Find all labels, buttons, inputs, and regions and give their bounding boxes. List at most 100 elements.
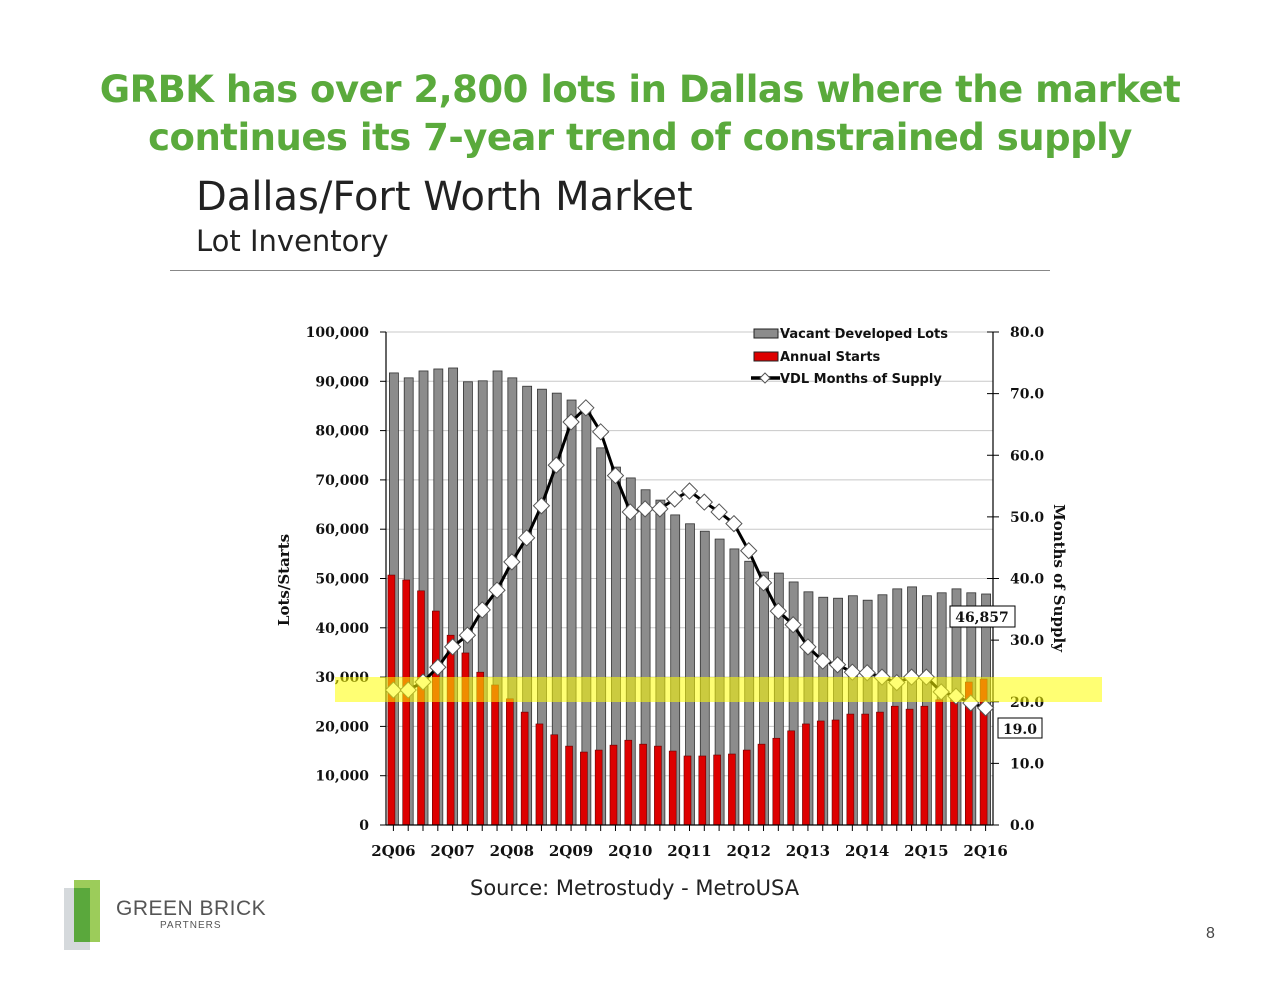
y-tick-label: 50,000 — [315, 572, 369, 588]
bar-annual-starts — [890, 705, 899, 826]
logo-name: GREEN BRICK — [116, 897, 267, 920]
months-supply-marker — [695, 493, 714, 511]
green-brick-logo-icon — [64, 880, 100, 950]
months-supply-marker — [621, 503, 639, 521]
bar-annual-starts — [506, 698, 514, 826]
y-tick-label: 70,000 — [315, 473, 369, 489]
y2-tick-label: 60.0 — [1010, 448, 1044, 464]
y2-tick-label: 10.0 — [1010, 756, 1044, 772]
bar-annual-starts — [520, 711, 529, 826]
months-supply-marker — [547, 456, 565, 474]
bar-annual-starts — [432, 610, 440, 826]
y-tick-label: 100,000 — [306, 325, 370, 341]
months-supply-marker — [473, 601, 491, 619]
bar-annual-starts — [772, 737, 781, 826]
bar-annual-starts — [594, 749, 603, 826]
x-tick-label: 2Q09 — [549, 842, 593, 860]
months-supply-marker — [488, 581, 506, 599]
x-tick-label: 2Q14 — [845, 842, 889, 860]
bar-annual-starts — [787, 730, 795, 826]
bar-annual-starts — [446, 634, 455, 826]
x-tick-label: 2Q07 — [430, 842, 474, 860]
x-tick-label: 2Q12 — [727, 842, 771, 860]
y-tick-label: 10,000 — [315, 769, 369, 785]
bar-annual-starts — [935, 699, 943, 826]
months-supply-marker — [591, 423, 610, 441]
bar-annual-starts — [624, 739, 633, 826]
bar-annual-starts — [668, 750, 677, 826]
x-tick-label: 2Q11 — [667, 842, 711, 860]
logo-sub: PARTNERS — [160, 920, 222, 931]
months-supply-marker — [725, 514, 743, 533]
y2-tick-label: 80.0 — [1010, 325, 1044, 341]
y2-tick-label: 0.0 — [1010, 818, 1035, 834]
months-supply-marker — [429, 658, 447, 676]
bar-annual-starts — [713, 754, 721, 826]
y-tick-label: 40,000 — [315, 621, 369, 637]
months-supply-marker — [799, 638, 817, 656]
bar-annual-starts — [742, 749, 751, 826]
bar-annual-starts — [831, 719, 840, 826]
bar-annual-starts — [876, 711, 884, 826]
annotation-months: 19.0 — [1003, 722, 1037, 738]
page-number: 8 — [1206, 925, 1215, 942]
bar-annual-starts — [950, 699, 958, 826]
months-supply-marker — [636, 500, 654, 518]
months-supply-marker — [606, 466, 625, 485]
bar-annual-starts — [846, 713, 855, 826]
bar-annual-starts — [535, 723, 544, 826]
bar-annual-starts — [816, 720, 825, 826]
x-tick-label: 2Q08 — [490, 842, 534, 860]
source-note: Source: Metrostudy - MetroUSA — [470, 876, 800, 900]
y2-axis-label: Months of Supply — [1050, 504, 1068, 653]
months-supply-marker — [503, 553, 521, 571]
legend-swatch-vacant — [753, 328, 779, 339]
bar-annual-starts — [861, 713, 869, 826]
legend-label: VDL Months of Supply — [780, 372, 942, 387]
legend-label: Vacant Developed Lots — [780, 327, 948, 342]
y-tick-label: 80,000 — [315, 424, 369, 440]
y2-tick-label: 70.0 — [1010, 387, 1044, 403]
months-supply-marker — [532, 497, 551, 515]
highlight-band — [335, 677, 1102, 702]
x-tick-label: 2Q10 — [608, 842, 652, 860]
market-title: Dallas/Fort Worth Market — [196, 174, 693, 220]
bar-annual-starts — [580, 751, 588, 826]
bar-annual-starts — [757, 743, 766, 826]
y-axis-label: Lots/Starts — [275, 534, 293, 626]
months-supply-marker — [651, 500, 669, 518]
months-supply-marker — [680, 482, 699, 500]
annotation-box — [949, 605, 1016, 628]
y-tick-label: 60,000 — [315, 522, 369, 538]
bar-annual-starts — [609, 744, 618, 826]
bar-annual-starts — [905, 708, 914, 826]
months-supply-marker — [562, 413, 580, 431]
y-tick-label: 90,000 — [315, 374, 369, 390]
bar-annual-starts — [639, 743, 647, 826]
x-tick-label: 2Q06 — [371, 842, 415, 860]
months-supply-marker — [828, 656, 847, 674]
bar-annual-starts — [728, 753, 736, 826]
months-supply-marker — [443, 638, 462, 656]
bar-annual-starts — [565, 745, 573, 826]
months-supply-marker — [710, 503, 728, 521]
y2-tick-label: 50.0 — [1010, 510, 1044, 526]
bar-annual-starts — [654, 745, 662, 826]
y-tick-label: 20,000 — [315, 719, 369, 735]
legend-label: Annual Starts — [780, 350, 881, 365]
headline-line-2: continues its 7-year trend of constraine… — [148, 116, 1132, 159]
bar-annual-starts — [402, 579, 411, 826]
y-tick-label: 0 — [359, 818, 369, 834]
months-supply-marker — [517, 529, 536, 547]
annotation-box — [997, 717, 1043, 739]
months-supply-marker — [577, 399, 595, 417]
bar-annual-starts — [920, 705, 929, 826]
bar-annual-starts — [802, 723, 810, 826]
months-supply-marker — [665, 490, 684, 508]
market-subtitle: Lot Inventory — [196, 224, 389, 258]
y2-tick-label: 40.0 — [1010, 572, 1044, 588]
bar-annual-starts — [417, 590, 425, 826]
x-tick-label: 2Q13 — [786, 842, 830, 860]
x-tick-label: 2Q15 — [904, 842, 948, 860]
